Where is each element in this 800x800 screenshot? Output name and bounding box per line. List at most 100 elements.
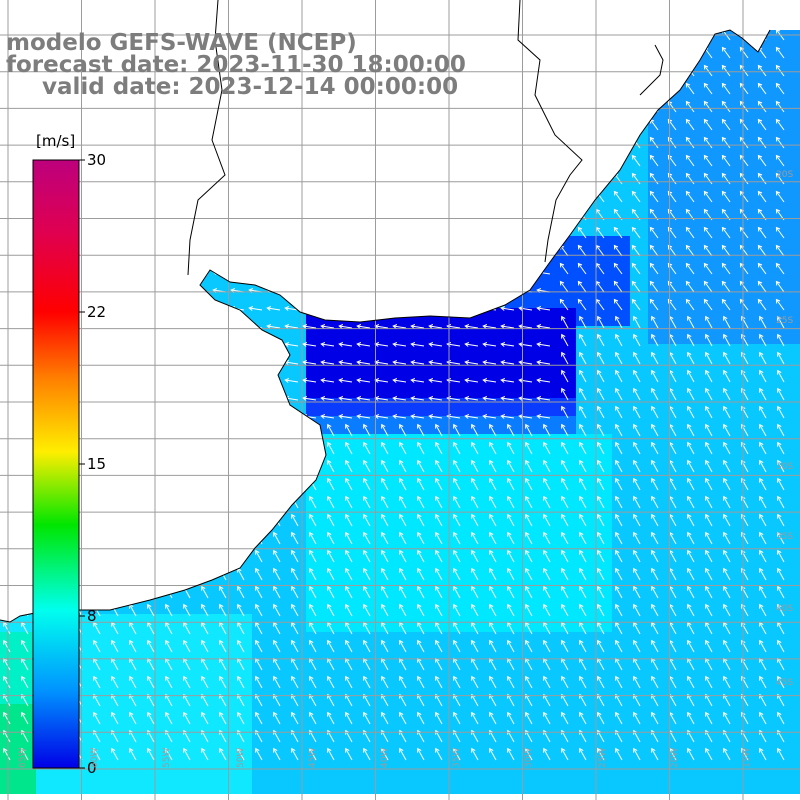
wind-arrow — [525, 675, 533, 689]
wind-speed-cell — [306, 200, 324, 218]
wind-arrow — [147, 747, 155, 761]
wind-arrow — [399, 585, 407, 599]
wind-speed-cell — [378, 344, 396, 362]
wind-arrow — [183, 441, 191, 455]
wind-arrow — [86, 414, 101, 419]
wind-arrow — [399, 747, 407, 761]
wind-speed-cell — [522, 380, 540, 398]
wind-arrow — [464, 342, 479, 347]
wind-speed-cell — [360, 506, 378, 524]
wind-arrow — [14, 396, 29, 401]
wind-arrow — [147, 567, 155, 581]
wind-speed-cell — [324, 110, 342, 128]
wind-speed-cell — [774, 344, 792, 362]
wind-arrow — [248, 396, 263, 401]
wind-arrow — [266, 270, 281, 275]
wind-speed-cell — [738, 92, 756, 110]
wind-arrow — [345, 459, 353, 473]
wind-speed-cell — [702, 146, 720, 164]
wind-speed-cell — [180, 128, 198, 146]
wind-speed-cell — [648, 578, 666, 596]
wind-arrow — [392, 414, 407, 419]
wind-arrow — [777, 423, 785, 437]
wind-arrow — [176, 396, 191, 401]
wind-speed-cell — [486, 470, 504, 488]
wind-speed-cell — [738, 74, 756, 92]
wind-speed-cell — [576, 92, 594, 110]
wind-speed-cell — [630, 254, 648, 272]
wind-arrow — [327, 585, 335, 599]
wind-speed-cell — [18, 614, 36, 632]
wind-arrow — [399, 639, 407, 653]
wind-arrow — [111, 495, 119, 509]
wind-arrow — [320, 306, 335, 311]
wind-arrow — [525, 549, 533, 563]
wind-arrow — [775, 82, 785, 95]
wind-speed-cell — [702, 776, 720, 794]
wind-speed-cell — [378, 542, 396, 560]
wind-speed-cell — [342, 326, 360, 344]
wind-speed-cell — [378, 560, 396, 578]
wind-speed-cell — [378, 758, 396, 776]
wind-speed-cell — [450, 686, 468, 704]
wind-speed-cell — [0, 488, 18, 506]
wind-arrow — [255, 585, 263, 599]
wind-arrow — [111, 567, 119, 581]
wind-arrow — [291, 747, 299, 761]
wind-speed-cell — [684, 614, 702, 632]
wind-arrow — [518, 180, 533, 185]
wind-arrow — [345, 585, 353, 599]
wind-arrow — [687, 405, 695, 419]
wind-speed-cell — [180, 740, 198, 758]
wind-speed-cell — [738, 182, 756, 200]
wind-speed-cell — [468, 722, 486, 740]
wind-arrow — [3, 675, 11, 689]
wind-speed-cell — [108, 254, 126, 272]
wind-arrow — [284, 324, 299, 329]
wind-speed-cell — [486, 560, 504, 578]
wind-speed-cell — [18, 686, 36, 704]
wind-speed-cell — [414, 632, 432, 650]
wind-arrow — [507, 603, 515, 617]
wind-arrow — [559, 226, 569, 239]
wind-arrow — [111, 459, 119, 473]
wind-arrow — [21, 495, 29, 509]
wind-arrow — [237, 549, 245, 563]
wind-arrow — [255, 549, 263, 563]
wind-speed-cell — [522, 740, 540, 758]
wind-speed-cell — [0, 596, 18, 614]
wind-speed-cell — [576, 398, 594, 416]
wind-speed-cell — [630, 506, 648, 524]
wind-speed-cell — [522, 578, 540, 596]
wind-speed-cell — [702, 722, 720, 740]
wind-speed-cell — [18, 128, 36, 146]
wind-speed-cell — [756, 488, 774, 506]
wind-speed-cell — [234, 668, 252, 686]
wind-speed-cell — [270, 524, 288, 542]
wind-speed-cell — [198, 668, 216, 686]
wind-speed-cell — [306, 146, 324, 164]
wind-speed-cell — [738, 272, 756, 290]
wind-arrow — [255, 711, 263, 725]
wind-speed-cell — [450, 434, 468, 452]
wind-speed-cell — [0, 290, 18, 308]
wind-speed-cell — [684, 74, 702, 92]
wind-arrow — [561, 441, 569, 455]
wind-arrow — [147, 711, 155, 725]
wind-speed-cell — [576, 704, 594, 722]
wind-arrow — [338, 252, 353, 257]
wind-arrow — [86, 126, 101, 131]
wind-arrow — [410, 162, 425, 167]
wind-arrow — [165, 441, 173, 455]
wind-arrow — [381, 477, 389, 491]
wind-speed-cell — [702, 416, 720, 434]
wind-speed-cell — [720, 542, 738, 560]
wind-speed-cell — [54, 110, 72, 128]
wind-arrow — [129, 549, 137, 563]
wind-arrow — [757, 298, 767, 311]
wind-arrow — [579, 639, 587, 653]
wind-arrow — [518, 90, 533, 95]
wind-arrow — [338, 162, 353, 167]
wind-arrow — [140, 360, 155, 365]
wind-arrow — [111, 675, 119, 689]
